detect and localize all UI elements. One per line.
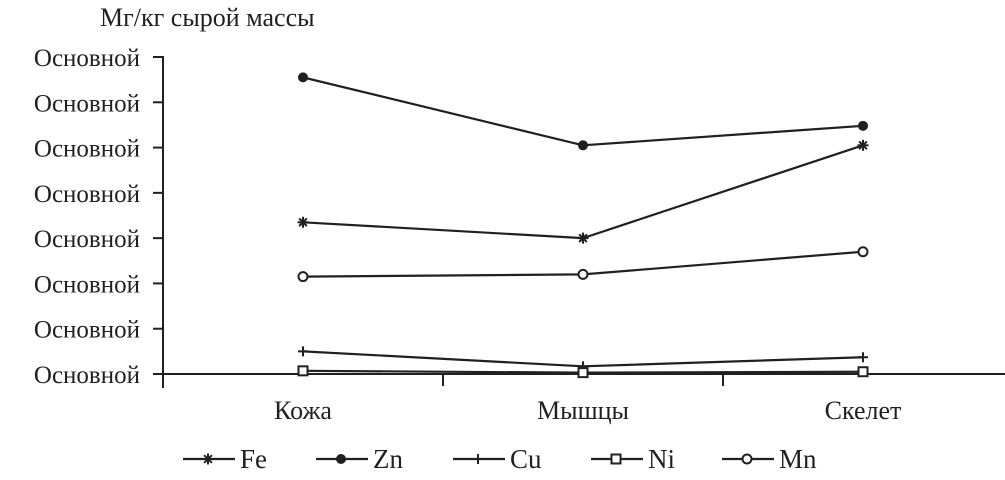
- data-point-fe: [297, 216, 309, 228]
- data-point-ni: [297, 365, 309, 377]
- data-point-zn: [578, 140, 588, 151]
- legend-marker-zn: [336, 454, 346, 464]
- y-tick-label: Основной: [34, 90, 140, 117]
- data-point-cu: [298, 346, 308, 357]
- x-ticks: Кожа Мышцы Скелет: [274, 374, 901, 425]
- series-line-fe: [302, 144, 864, 240]
- data-point-fe: [577, 232, 589, 244]
- legend-label: Mn: [779, 444, 817, 474]
- data-point-mn: [297, 271, 309, 283]
- legend-marker-cu: [473, 454, 483, 464]
- y-tick-label: Основной: [34, 271, 140, 298]
- legend-item-fe: Fe: [183, 444, 267, 474]
- legend-item-cu: Cu: [453, 444, 542, 474]
- data-point-fe: [857, 139, 869, 151]
- data-point-zn: [298, 72, 308, 83]
- y-tick-label: Основной: [34, 226, 140, 253]
- data-point-mn: [857, 246, 869, 258]
- y-tick-label: Основной: [34, 136, 140, 163]
- legend-marker-mn: [741, 453, 753, 465]
- data-point-zn: [858, 120, 868, 131]
- legend-marker-fe: [202, 453, 214, 465]
- y-tick-label: Основной: [34, 317, 140, 344]
- legend-marker-ni: [610, 453, 622, 465]
- y-tick-label: Основной: [34, 45, 140, 72]
- y-tick-label: Основной: [34, 181, 140, 208]
- data-point-mn: [577, 268, 589, 280]
- data-point-ni: [577, 367, 589, 379]
- series-line-zn: [302, 76, 864, 147]
- x-tick-label: Мышцы: [537, 396, 629, 425]
- legend-label: Cu: [510, 444, 542, 474]
- x-tick-label: Кожа: [274, 396, 332, 425]
- y-ticks: Основной Основной Основной Основной Основной…: [34, 45, 163, 389]
- x-tick-label: Скелет: [825, 396, 902, 425]
- legend: Fe Zn Cu Ni Mn: [183, 444, 817, 474]
- data-point-cu: [858, 352, 868, 363]
- legend-item-mn: Mn: [722, 444, 817, 474]
- legend-label: Zn: [373, 444, 403, 474]
- y-axis-unit-label: Мг/кг сырой массы: [100, 3, 315, 32]
- legend-label: Fe: [240, 444, 267, 474]
- series-group: [297, 72, 869, 379]
- legend-item-ni: Ni: [591, 444, 675, 474]
- data-point-ni: [857, 366, 869, 378]
- legend-item-zn: Zn: [316, 444, 403, 474]
- y-tick-label: Основной: [34, 362, 140, 389]
- legend-label: Ni: [648, 444, 675, 474]
